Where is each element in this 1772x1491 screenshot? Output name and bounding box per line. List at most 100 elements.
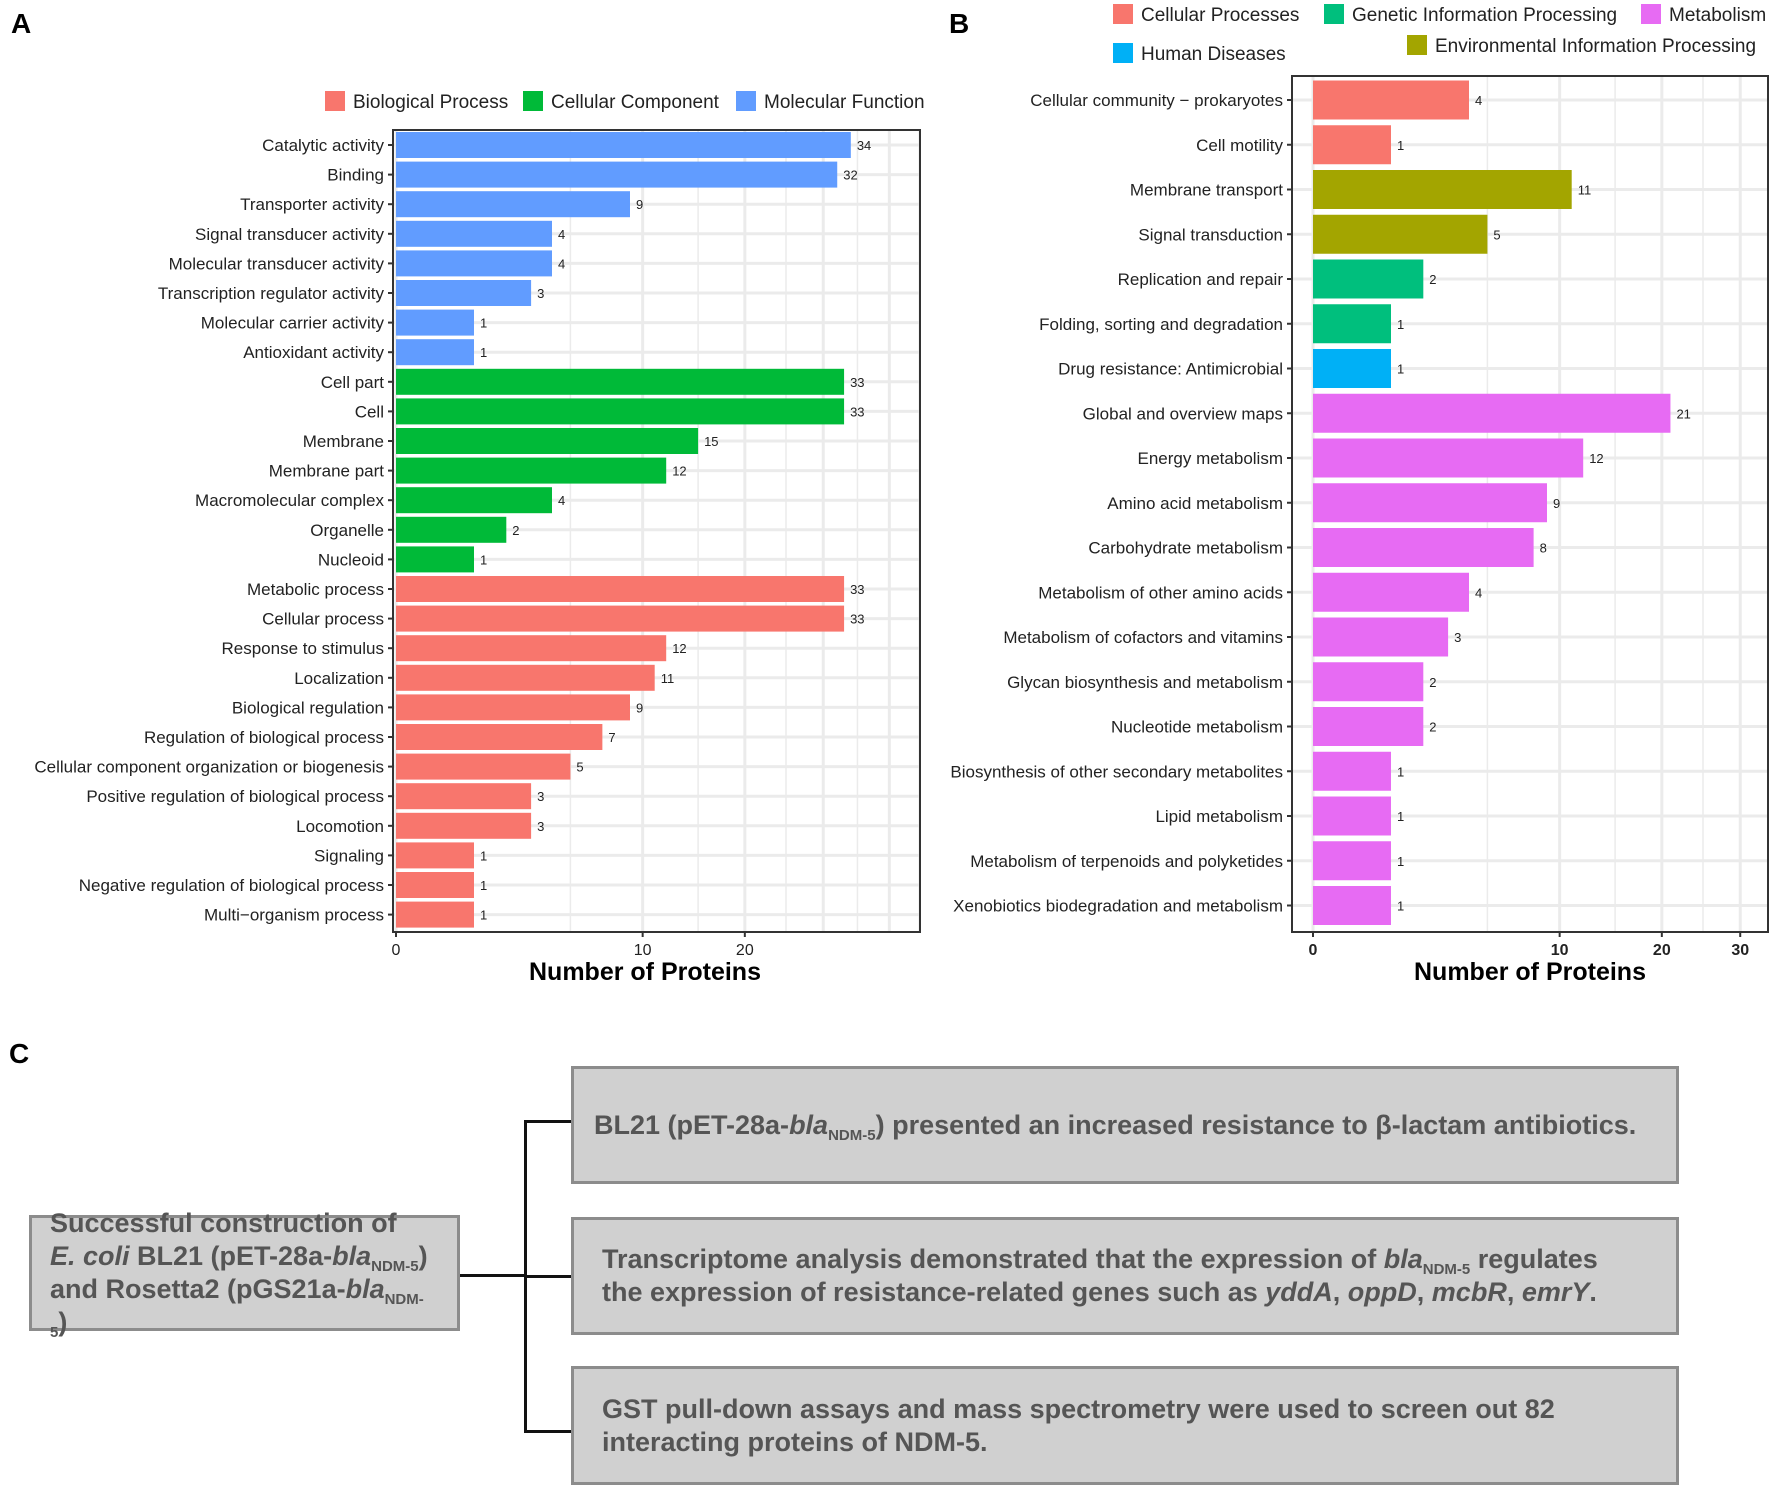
text-segment: BL21 (pET-28a- — [594, 1109, 790, 1140]
chart-b-data-label: 3 — [1454, 630, 1461, 645]
chart-a-category-label: Membrane — [303, 432, 384, 451]
result-box-3: GST pull-down assays and mass spectromet… — [571, 1366, 1679, 1485]
chart-b-bar — [1313, 751, 1391, 791]
chart-a-category-label: Catalytic activity — [262, 136, 384, 155]
chart-a-bar — [396, 576, 845, 602]
chart-a-data-label: 12 — [672, 464, 686, 479]
chart-a-category-label: Response to stimulus — [221, 639, 384, 658]
subscript-text: NDM-5 — [371, 1258, 419, 1275]
text-line: the expression of resistance-related gen… — [602, 1276, 1598, 1309]
text-segment: ) — [58, 1307, 68, 1337]
panel-label-c: C — [9, 1038, 29, 1069]
chart-b-category-label: Metabolism of terpenoids and polyketides — [970, 852, 1283, 871]
chart-a-bar — [396, 901, 474, 928]
chart-b-bar — [1313, 214, 1488, 254]
chart-a-category-label: Molecular carrier activity — [201, 314, 385, 333]
chart-a-category-label: Locomotion — [296, 817, 384, 836]
chart-a-category-label: Antioxidant activity — [243, 343, 384, 362]
chart-a-data-label: 4 — [558, 493, 565, 508]
chart-b-data-label: 1 — [1397, 764, 1404, 779]
italic-text: bla — [345, 1274, 385, 1304]
chart-a-category-label: Localization — [294, 669, 384, 688]
chart-a-bar — [396, 457, 667, 484]
chart-a-tick-label: 20 — [736, 942, 754, 959]
chart-a-bar — [396, 161, 838, 188]
chart-a-bar — [396, 635, 667, 662]
chart-a-data-label: 1 — [480, 878, 487, 893]
text-segment: , — [1416, 1277, 1432, 1307]
chart-a-category-label: Metabolic process — [247, 580, 384, 599]
chart-b-bar — [1313, 483, 1547, 523]
connector-branch-2 — [524, 1275, 571, 1278]
chart-a-bar — [396, 812, 532, 839]
text-segment: . — [1589, 1277, 1597, 1307]
chart-a-data-label: 33 — [850, 612, 864, 627]
italic-text: emrY — [1521, 1277, 1590, 1307]
chart-b-category-label: Glycan biosynthesis and metabolism — [1007, 673, 1283, 692]
chart-a-legend-label: Cellular Component — [551, 92, 720, 113]
chart-a-data-label: 12 — [672, 641, 686, 656]
chart-b-bar — [1313, 438, 1584, 478]
chart-b-category-label: Global and overview maps — [1083, 404, 1283, 423]
chart-a-bar — [396, 605, 845, 632]
chart-a-bar — [396, 516, 507, 543]
chart-b-data-label: 1 — [1397, 317, 1404, 332]
chart-b-legend-label: Environmental Information Processing — [1435, 36, 1756, 57]
chart-b-category-label: Cellular community − prokaryotes — [1030, 91, 1283, 110]
chart-a-bar — [396, 398, 845, 425]
chart-b-data-label: 2 — [1429, 272, 1436, 287]
italic-text: bla — [789, 1109, 829, 1140]
chart-b-data-label: 9 — [1553, 496, 1560, 511]
box-text: GST pull-down assays and mass spectromet… — [602, 1393, 1555, 1459]
chart-b-plot-border — [1291, 75, 1769, 933]
italic-text: bla — [1383, 1244, 1423, 1274]
subscript-text: NDM-5 — [1422, 1261, 1471, 1278]
chart-a-bar — [396, 132, 851, 158]
chart-a-category-label: Cell — [355, 402, 384, 421]
chart-b-bar — [1313, 796, 1391, 836]
chart-a-category-label: Cell part — [321, 373, 385, 392]
text-line: E. coli BL21 (pET-28a-blaNDM-5) — [50, 1240, 439, 1275]
chart-a-category-label: Signal transducer activity — [195, 225, 384, 244]
text-segment: Successful construction of — [50, 1208, 397, 1238]
chart-a-data-label: 34 — [857, 138, 871, 153]
chart-b-bar — [1313, 304, 1391, 344]
connector-branch-1 — [524, 1120, 571, 1123]
chart-a-x-axis-title: Number of Proteins — [529, 958, 761, 986]
chart-a-data-label: 9 — [636, 197, 643, 212]
chart-a-category-label: Transcription regulator activity — [158, 284, 385, 303]
chart-b-category-label: Nucleotide metabolism — [1111, 718, 1283, 737]
chart-a-plot-border — [392, 129, 921, 933]
chart-b-bar — [1313, 528, 1534, 567]
chart-a-data-label: 7 — [608, 730, 615, 745]
chart-a-legend-label: Biological Process — [353, 92, 508, 113]
chart-b-data-label: 1 — [1397, 854, 1404, 869]
text-segment: regulates — [1470, 1244, 1598, 1274]
chart-b-category-label: Folding, sorting and degradation — [1039, 315, 1283, 334]
chart-a-bar — [396, 783, 532, 810]
chart-b-bar — [1313, 349, 1391, 388]
italic-text: mcbR — [1431, 1277, 1507, 1307]
chart-a-bar — [396, 546, 474, 573]
text-segment: the expression of resistance-related gen… — [602, 1277, 1266, 1307]
chart-b-data-label: 1 — [1397, 809, 1404, 824]
chart-b-category-label: Biosynthesis of other secondary metaboli… — [950, 762, 1283, 781]
chart-a-bar — [396, 664, 655, 691]
chart-b-tick-label: 0 — [1309, 942, 1318, 959]
chart-a-category-label: Binding — [327, 166, 384, 185]
chart-b-data-label: 4 — [1475, 93, 1482, 108]
chart-a-data-label: 33 — [850, 375, 864, 390]
chart-b-data-label: 1 — [1397, 899, 1404, 914]
chart-a-category-label: Membrane part — [269, 462, 385, 481]
chart-a-data-label: 33 — [850, 404, 864, 419]
chart-b-category-label: Cell motility — [1196, 136, 1283, 155]
chart-a-category-label: Multi−organism process — [204, 906, 384, 925]
chart-b-category-label: Replication and repair — [1118, 270, 1284, 289]
chart-b-bar — [1313, 170, 1572, 209]
chart-a-bar — [396, 872, 474, 898]
chart-b-legend-label: Human Diseases — [1141, 44, 1286, 65]
box-text: BL21 (pET-28a-blaNDM-5) presented an inc… — [594, 1109, 1636, 1143]
chart-b-category-label: Energy metabolism — [1137, 449, 1283, 468]
text-segment: GST pull-down assays and mass spectromet… — [602, 1393, 1555, 1424]
